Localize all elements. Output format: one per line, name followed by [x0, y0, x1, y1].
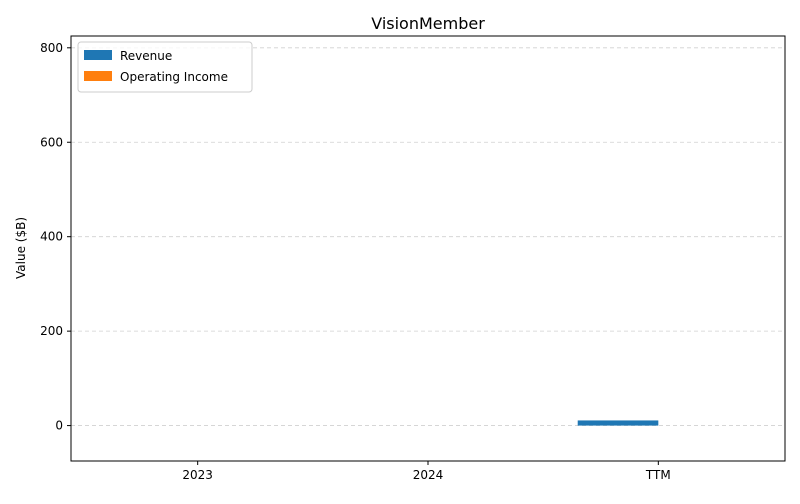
- legend-label-operating-income: Operating Income: [120, 70, 228, 84]
- legend-swatch-operating-income: [84, 71, 112, 81]
- x-tick-label: TTM: [645, 468, 671, 482]
- y-tick-label: 800: [40, 41, 63, 55]
- legend-swatch-revenue: [84, 50, 112, 60]
- x-tick-label: 2024: [413, 468, 444, 482]
- legend-label-revenue: Revenue: [120, 49, 172, 63]
- x-tick-label: 2023: [182, 468, 213, 482]
- bar-revenue-ttm: [577, 420, 659, 426]
- y-tick-label: 600: [40, 135, 63, 149]
- plot-frame: [70, 35, 786, 462]
- grid-lines: [71, 47, 785, 426]
- ticks: 0 200 400 600 800 2023 2024 TTM: [40, 41, 671, 482]
- chart-title: VisionMember: [371, 14, 485, 33]
- legend-frame: [77, 41, 253, 93]
- bars: [577, 420, 659, 426]
- y-axis-label: Value ($B): [14, 217, 28, 279]
- legend: Revenue Operating Income: [77, 41, 253, 93]
- y-tick-label: 400: [40, 230, 63, 244]
- axes: [70, 35, 786, 462]
- y-tick-label: 0: [55, 419, 63, 433]
- y-tick-label: 200: [40, 324, 63, 338]
